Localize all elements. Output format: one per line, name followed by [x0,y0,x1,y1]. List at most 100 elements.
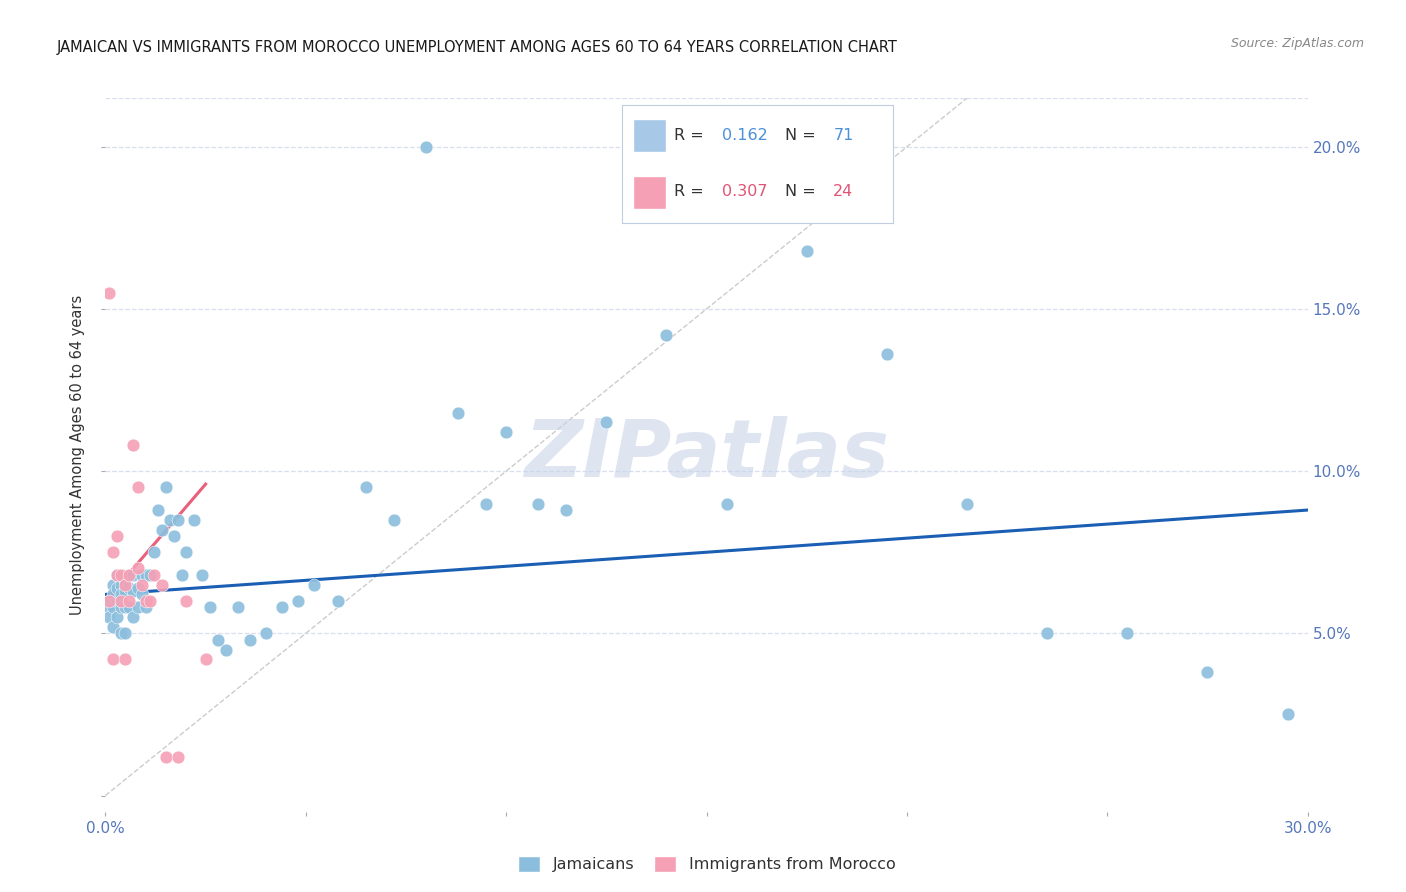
Point [107,581,129,595]
Point [159,513,181,527]
Point [110,587,132,601]
Point [198,600,221,615]
Point [155,749,177,764]
Point [114,626,136,640]
Point [207,632,229,647]
Point [716,497,738,511]
Point [1036,626,1059,640]
Point [287,594,309,608]
Point [110,594,132,608]
Point [138,568,160,582]
Point [103,652,125,666]
Point [495,425,517,440]
Point [98,594,121,608]
Point [1197,665,1219,680]
Point [122,584,145,599]
Point [103,587,125,601]
Point [226,600,249,615]
Point [655,327,678,342]
Point [131,568,153,582]
Point [118,594,141,608]
Point [118,568,141,582]
Point [127,480,149,494]
Point [254,626,277,640]
Point [956,497,979,511]
Point [1277,707,1299,722]
Point [114,600,136,615]
Point [555,503,578,517]
Point [110,600,132,615]
Point [107,610,129,624]
Point [166,749,188,764]
Point [118,600,141,615]
Point [107,568,129,582]
Point [103,545,125,559]
Point [103,600,125,615]
Point [103,577,125,591]
Point [107,594,129,608]
Point [127,561,149,575]
Point [98,594,121,608]
Text: Source: ZipAtlas.com: Source: ZipAtlas.com [1230,37,1364,51]
Point [527,497,550,511]
Point [876,347,898,361]
Point [382,513,405,527]
Point [118,568,141,582]
Point [796,244,818,258]
Point [354,480,377,494]
Point [326,594,349,608]
Point [135,568,157,582]
Point [162,529,184,543]
Point [150,577,173,591]
Point [138,594,160,608]
Point [114,652,136,666]
Point [122,568,145,582]
Point [98,610,121,624]
Y-axis label: Unemployment Among Ages 60 to 64 years: Unemployment Among Ages 60 to 64 years [70,294,86,615]
Point [166,513,188,527]
Point [110,626,132,640]
Point [127,581,149,595]
Point [302,577,325,591]
Point [118,581,141,595]
Point [110,577,132,591]
Point [131,577,153,591]
Point [142,568,165,582]
Point [107,568,129,582]
Point [98,285,121,300]
Point [114,577,136,591]
Point [595,416,617,430]
Point [131,587,153,601]
Point [114,584,136,599]
Point [135,600,157,615]
Point [155,480,177,494]
Point [415,140,437,154]
Point [122,610,145,624]
Point [194,652,217,666]
Point [174,594,197,608]
Point [114,574,136,589]
Point [122,438,145,452]
Point [135,594,157,608]
Point [170,568,193,582]
Point [1116,626,1139,640]
Point [183,513,205,527]
Point [142,545,165,559]
Point [214,642,236,657]
Point [447,406,470,420]
Point [190,568,212,582]
Point [239,632,262,647]
Point [98,600,121,615]
Point [127,600,149,615]
Point [270,600,292,615]
Point [174,545,197,559]
Legend: Jamaicans, Immigrants from Morocco: Jamaicans, Immigrants from Morocco [512,850,901,879]
Point [110,568,132,582]
Point [107,529,129,543]
Point [146,503,169,517]
Point [475,497,498,511]
Point [150,523,173,537]
Text: ZIPatlas: ZIPatlas [524,416,889,494]
Point [103,620,125,634]
Text: JAMAICAN VS IMMIGRANTS FROM MOROCCO UNEMPLOYMENT AMONG AGES 60 TO 64 YEARS CORRE: JAMAICAN VS IMMIGRANTS FROM MOROCCO UNEM… [56,40,897,55]
